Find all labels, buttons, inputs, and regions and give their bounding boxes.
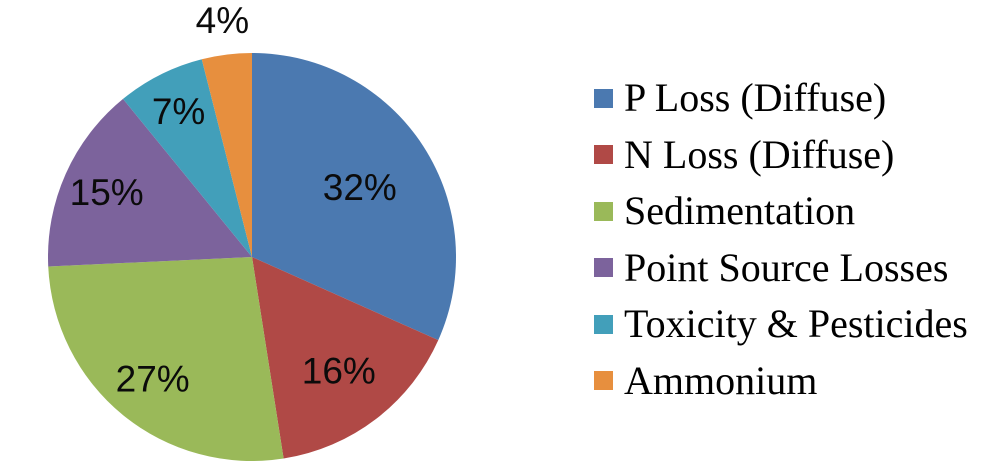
legend: P Loss (Diffuse) N Loss (Diffuse) Sediment… xyxy=(594,70,968,409)
legend-item-ammonium: Ammonium xyxy=(594,353,968,410)
pie-slice-sedimentation xyxy=(48,257,284,462)
legend-label: Ammonium xyxy=(624,357,818,403)
legend-swatch-icon xyxy=(594,88,613,108)
legend-label: N Loss (Diffuse) xyxy=(624,131,895,177)
pie-slice-p-loss-diffuse xyxy=(252,53,457,341)
legend-label: P Loss (Diffuse) xyxy=(624,75,887,121)
slice-label-n-loss-diffuse: 16% xyxy=(302,350,376,391)
legend-swatch-icon xyxy=(594,314,613,334)
pie-slice-point-source-losses xyxy=(47,98,252,267)
slice-label-ammonium: 4% xyxy=(196,0,249,41)
legend-label: Sedimentation xyxy=(624,188,856,234)
pie-slice-n-loss-diffuse xyxy=(252,257,439,459)
legend-item-sedimentation: Sedimentation xyxy=(594,183,968,240)
legend-label: Toxicity & Pesticides xyxy=(624,301,968,347)
slice-label-toxicity-pesticides: 7% xyxy=(152,91,205,132)
slice-label-p-loss-diffuse: 32% xyxy=(323,167,397,208)
legend-item-n-loss-diffuse: N Loss (Diffuse) xyxy=(594,127,968,184)
legend-swatch-icon xyxy=(594,201,613,221)
legend-item-point-source-losses: Point Source Losses xyxy=(594,240,968,297)
slice-label-point-source-losses: 15% xyxy=(70,172,144,213)
legend-swatch-icon xyxy=(594,258,613,278)
legend-item-p-loss-diffuse: P Loss (Diffuse) xyxy=(594,70,968,127)
legend-swatch-icon xyxy=(594,145,613,165)
pie-slice-toxicity-pesticides xyxy=(123,59,252,257)
pie-slice-ammonium xyxy=(201,53,252,257)
legend-label: Point Source Losses xyxy=(624,244,949,290)
slice-label-sedimentation: 27% xyxy=(116,359,190,400)
legend-item-toxicity-pesticides: Toxicity & Pesticides xyxy=(594,296,968,353)
legend-swatch-icon xyxy=(594,371,613,391)
